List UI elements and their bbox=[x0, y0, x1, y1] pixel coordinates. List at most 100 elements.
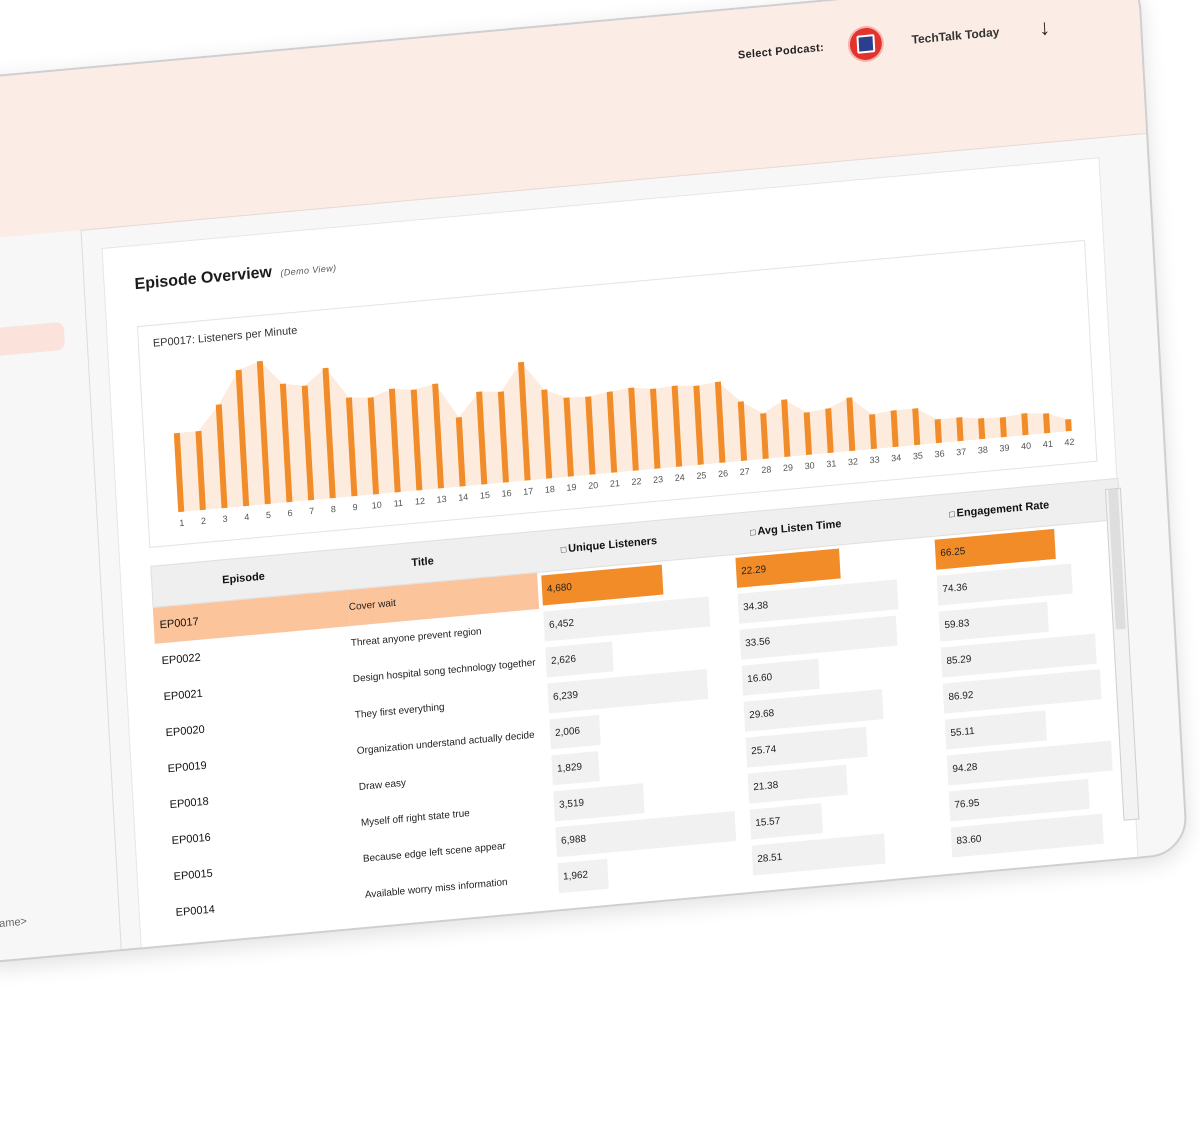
value-text: 74.36 bbox=[942, 581, 968, 596]
device-frame: Select Podcast: TechTalk Today ↓ ame> Ep… bbox=[0, 0, 1189, 964]
arrow-down-icon[interactable]: ↓ bbox=[1038, 14, 1051, 41]
x-tick-label: 31 bbox=[826, 458, 837, 469]
chart-bar[interactable] bbox=[978, 418, 986, 440]
podcast-avatar[interactable] bbox=[849, 26, 883, 62]
chart-bar[interactable] bbox=[825, 408, 834, 454]
chart-bar[interactable] bbox=[279, 383, 293, 503]
chart-bar[interactable] bbox=[846, 397, 856, 452]
sidebar-active-item[interactable] bbox=[0, 321, 66, 362]
episodes-table: Episode Title □Unique Listeners □Avg Lis… bbox=[150, 477, 1140, 963]
x-tick-label: 30 bbox=[804, 460, 815, 471]
value-text: 6,988 bbox=[560, 833, 587, 847]
chart-bar[interactable] bbox=[890, 410, 899, 448]
x-tick-label: 42 bbox=[1064, 437, 1075, 448]
chart-bar[interactable] bbox=[803, 412, 813, 456]
chart-bar[interactable] bbox=[173, 432, 185, 513]
chart-bar[interactable] bbox=[760, 413, 769, 459]
podcast-selector[interactable]: Select Podcast: TechTalk Today ↓ bbox=[737, 11, 1051, 71]
chart-bar[interactable] bbox=[714, 381, 726, 463]
x-tick-label: 8 bbox=[331, 504, 337, 514]
value-text: 55.11 bbox=[950, 725, 975, 740]
chart-bar[interactable] bbox=[671, 385, 683, 467]
value-text: 25.74 bbox=[750, 743, 777, 758]
chart-bar[interactable] bbox=[388, 388, 401, 493]
x-tick-label: 7 bbox=[309, 506, 315, 516]
chart-bar[interactable] bbox=[215, 404, 228, 509]
sort-icon: □ bbox=[948, 508, 955, 520]
x-tick-label: 32 bbox=[848, 456, 859, 467]
chart-bar[interactable] bbox=[518, 361, 531, 481]
chart-bar[interactable] bbox=[781, 399, 791, 458]
x-tick-label: 6 bbox=[287, 508, 293, 518]
chart-bar[interactable] bbox=[432, 383, 444, 489]
value-text: 6,239 bbox=[552, 689, 579, 703]
value-text: 66.25 bbox=[940, 546, 966, 560]
chart-bar[interactable] bbox=[1065, 419, 1072, 432]
chart-bar[interactable] bbox=[455, 417, 466, 487]
x-tick-label: 41 bbox=[1043, 439, 1054, 450]
value-text: 1,962 bbox=[562, 869, 589, 883]
listeners-chart: EP0017: Listeners per Minute 1 2 3 4 5 6 7 8 9 10… bbox=[136, 239, 1098, 548]
value-text: 1,829 bbox=[556, 761, 583, 775]
chart-bar[interactable] bbox=[606, 391, 618, 473]
x-tick-label: 2 bbox=[201, 516, 207, 526]
x-tick-label: 15 bbox=[480, 490, 491, 501]
chart-bar[interactable] bbox=[195, 430, 206, 511]
col-header-title[interactable]: Title bbox=[411, 555, 435, 570]
chart-bar[interactable] bbox=[256, 360, 271, 505]
chart-bar[interactable] bbox=[367, 397, 380, 495]
chart-bar[interactable] bbox=[650, 388, 661, 469]
x-tick-label: 5 bbox=[266, 510, 272, 520]
x-tick-label: 36 bbox=[934, 449, 945, 460]
chart-bar[interactable] bbox=[869, 414, 877, 450]
chart-bar[interactable] bbox=[345, 397, 358, 497]
chart-bar[interactable] bbox=[628, 387, 639, 471]
chart-bar[interactable] bbox=[585, 396, 596, 475]
chart-bar[interactable] bbox=[563, 397, 574, 477]
chart-bar[interactable] bbox=[235, 369, 250, 507]
x-tick-label: 33 bbox=[869, 454, 880, 465]
podcast-name[interactable]: TechTalk Today bbox=[911, 24, 1000, 47]
value-text: 28.51 bbox=[757, 851, 783, 866]
value-text: 16.60 bbox=[746, 672, 773, 686]
chart-bar[interactable] bbox=[541, 389, 553, 479]
chart-bar[interactable] bbox=[956, 417, 964, 442]
chart-bar[interactable] bbox=[497, 391, 509, 483]
chart-bar[interactable] bbox=[693, 385, 704, 465]
x-tick-label: 11 bbox=[393, 498, 403, 509]
value-text: 15.57 bbox=[755, 815, 781, 830]
page-title: Episode Overview (Demo View) bbox=[134, 258, 337, 294]
x-tick-label: 1 bbox=[179, 518, 185, 528]
chart-bar[interactable] bbox=[912, 408, 921, 446]
x-tick-label: 19 bbox=[566, 482, 577, 493]
scrollbar-thumb[interactable] bbox=[1108, 488, 1126, 630]
chart-bar[interactable] bbox=[476, 391, 488, 485]
x-tick-label: 35 bbox=[913, 450, 924, 461]
x-tick-label: 4 bbox=[244, 512, 250, 522]
app-window: Select Podcast: TechTalk Today ↓ ame> Ep… bbox=[0, 0, 1189, 964]
sort-icon: □ bbox=[560, 544, 567, 555]
x-tick-label: 18 bbox=[545, 484, 556, 495]
x-tick-label: 10 bbox=[371, 500, 382, 511]
chart-bar[interactable] bbox=[737, 401, 748, 461]
chart-area bbox=[176, 361, 1069, 512]
page-subtitle: (Demo View) bbox=[280, 262, 337, 278]
x-tick-label: 12 bbox=[415, 496, 426, 507]
x-tick-label: 39 bbox=[999, 443, 1010, 454]
col-header-avg[interactable]: □Avg Listen Time bbox=[749, 504, 843, 552]
chart-bar[interactable] bbox=[322, 367, 336, 499]
x-tick-label: 21 bbox=[610, 478, 621, 489]
x-tick-label: 40 bbox=[1021, 441, 1032, 452]
value-text: 83.60 bbox=[956, 833, 982, 848]
chart-bar[interactable] bbox=[999, 417, 1007, 438]
x-tick-label: 17 bbox=[523, 486, 534, 497]
col-header-episode[interactable]: Episode bbox=[221, 570, 266, 587]
chart-bar[interactable] bbox=[1021, 413, 1029, 436]
sort-icon: □ bbox=[749, 526, 756, 538]
chart-bar[interactable] bbox=[934, 419, 942, 444]
chart-bar[interactable] bbox=[301, 385, 315, 501]
chart-bar[interactable] bbox=[1043, 413, 1051, 434]
value-text: 6,452 bbox=[548, 617, 575, 632]
chart-bar[interactable] bbox=[410, 389, 423, 491]
